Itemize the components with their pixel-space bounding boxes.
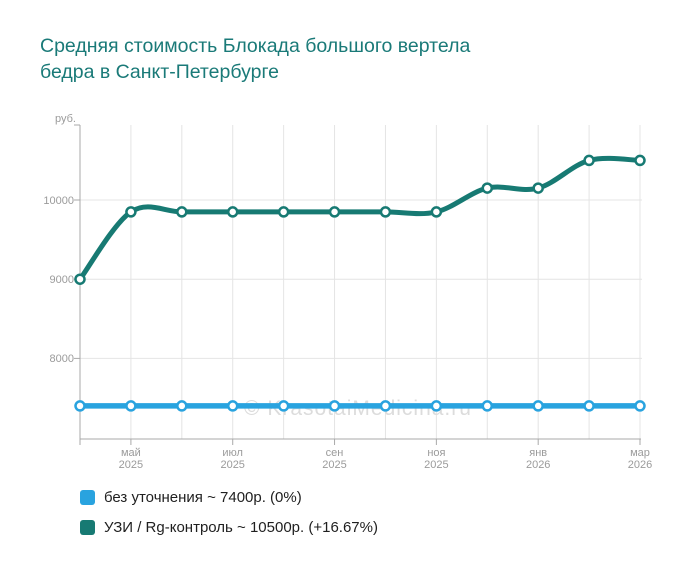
data-point-marker[interactable]: [379, 206, 392, 218]
x-tick-label: май 2025: [119, 447, 143, 471]
data-point-marker[interactable]: [532, 182, 544, 194]
data-point-marker[interactable]: [226, 400, 239, 412]
data-point-marker[interactable]: [277, 206, 290, 218]
data-point-marker[interactable]: [583, 400, 595, 412]
x-tick-label: сен 2025: [322, 447, 346, 471]
x-axis-ticks: [130, 439, 641, 445]
legend-swatch-blue-icon: [80, 490, 95, 505]
data-point-marker[interactable]: [532, 400, 544, 412]
axes: [74, 124, 641, 445]
x-tick-label: ноя 2025: [424, 447, 448, 471]
chart-title: Средняя стоимость Блокада большого верте…: [40, 35, 471, 83]
x-tick-label: янв 2026: [526, 447, 550, 471]
y-tick-label: 10000: [43, 195, 74, 207]
data-point-marker[interactable]: [481, 400, 494, 412]
data-point-marker[interactable]: [176, 400, 188, 412]
x-tick-label: мар 2026: [628, 447, 652, 471]
data-point-marker[interactable]: [277, 400, 290, 412]
y-gridlines: [80, 199, 642, 359]
legend-item-bez-utochneniya[interactable]: без уточнения ~ 7400р. (0%): [80, 489, 378, 506]
x-tick-label: июл 2025: [220, 447, 244, 471]
x-tick-labels: май 2025 июл 2025 сен 2025 ноя 2025 янв 2026 …: [119, 447, 653, 471]
legend-swatch-teal-icon: [80, 520, 95, 535]
data-point-marker[interactable]: [379, 400, 392, 412]
data-point-marker[interactable]: [74, 400, 86, 412]
series-uzi-rg-line[interactable]: [74, 154, 646, 285]
y-tick-label: 8000: [50, 353, 74, 365]
legend: без уточнения ~ 7400р. (0%) УЗИ / Rg-кон…: [80, 489, 378, 536]
data-point-marker[interactable]: [430, 400, 443, 412]
data-point-marker[interactable]: [125, 400, 137, 412]
data-point-marker[interactable]: [125, 206, 137, 218]
legend-label: УЗИ / Rg-контроль ~ 10500р. (+16.67%): [104, 519, 378, 536]
y-tick-label: 9000: [50, 274, 74, 286]
x-gridlines: [130, 125, 641, 439]
data-point-marker[interactable]: [481, 182, 494, 194]
data-point-marker[interactable]: [583, 154, 595, 167]
series-line-path: [77, 155, 643, 282]
legend-label: без уточнения ~ 7400р. (0%): [104, 489, 302, 506]
series-bez-utochneniya-line[interactable]: [74, 400, 646, 412]
data-point-marker[interactable]: [634, 154, 646, 167]
legend-item-uzi-rg-kontrol[interactable]: УЗИ / Rg-контроль ~ 10500р. (+16.67%): [80, 519, 378, 536]
data-point-marker[interactable]: [430, 206, 443, 218]
y-axis-unit-label: руб.: [55, 113, 76, 125]
data-point-marker[interactable]: [328, 206, 341, 218]
data-point-marker[interactable]: [176, 206, 188, 218]
data-point-marker[interactable]: [74, 273, 86, 285]
data-point-marker[interactable]: [634, 400, 646, 412]
data-point-marker[interactable]: [226, 206, 239, 218]
data-point-marker[interactable]: [328, 400, 341, 412]
